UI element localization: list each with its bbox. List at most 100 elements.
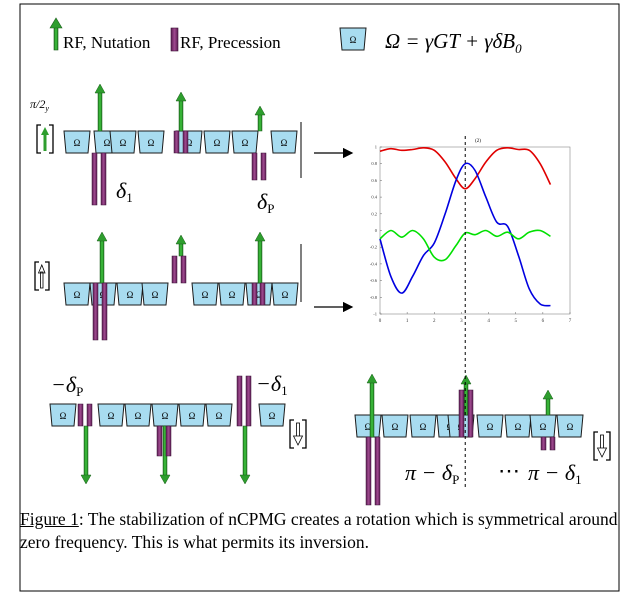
inset-y-tick-label: -0.4 [370,261,378,266]
arrow-shaft [178,242,184,257]
rf-nutation-arrow-icon [254,231,266,284]
rf-precession-bar-icon [91,152,98,206]
omega-box-symbol: Ω [60,411,67,421]
inset-x-tick-label: 6 [542,319,545,324]
inset-chart: 0 1 2 3 4 5 6 7 1 0.8 0.6 0.4 0.2 0 -0.2 -0.4 -0.6 -0.8 -1… [370,136,572,488]
arrow-shaft [369,381,375,438]
arrow-head [94,83,106,94]
rf-precession-bar-icon [182,130,189,154]
omega-box: Ω [178,403,206,427]
rf-precession-bar-icon [156,425,163,457]
omega-box-symbol: Ω [269,411,276,421]
omega-box-symbol: Ω [108,411,115,421]
inset-top-label: (2) [475,139,481,144]
inset-y-tick-label: 0.6 [371,178,377,183]
neg-delta-1-label: −δ1 [256,371,288,398]
omega-box-symbol: Ω [74,138,81,148]
omega-box: Ω [63,282,91,306]
pulse-label: π/2y [30,97,49,113]
omega-box: Ω [191,282,219,306]
omega-box-shape [258,403,286,427]
inset-x-tick-label: 7 [569,319,572,324]
omega-box-shape [556,414,584,438]
omega-box-shape [124,403,152,427]
inset-x-tick-label: 3 [460,319,463,324]
arrow-head [239,474,251,485]
rf-precession-bar-icon [251,152,258,181]
rf-precession-bar-icon [100,152,107,206]
arrow-head [254,105,266,116]
arrow-shaft [257,113,263,132]
omega-box: Ω [49,403,77,427]
omega-box-shape [271,282,299,306]
arrow-head [460,374,472,385]
omega-box-symbol: Ω [127,290,134,300]
omega-box: Ω [116,282,144,306]
omega-box: Ω [258,403,286,427]
omega-box-shape [63,282,91,306]
omega-box: Ω [409,414,437,438]
arrow-head [175,91,187,102]
rf-precession-bar-icon [92,282,99,341]
omega-box: Ω [231,130,259,154]
inset-y-tick-label: 0.8 [371,161,377,166]
bracket-left [36,124,41,154]
bracket-left [289,419,294,449]
inset-x-tick-label: 5 [514,319,517,324]
inset-y-tick-label: -0.2 [370,245,377,250]
omega-box: Ω [381,414,409,438]
rf-nutation-arrow-icon [366,373,378,438]
bracket-arrow-head [596,447,608,458]
arrow-shaft [97,91,103,132]
rf-precession-bar-icon [173,130,180,154]
arrow-head [80,474,92,485]
inset-y-tick-label: -1 [373,312,377,317]
legend-nutation-arrow-icon [49,17,63,51]
omega-box-symbol: Ω [392,422,399,432]
rf-precession-bar-icon [467,389,474,438]
omega-box-shape [109,130,137,154]
omega-box-shape [205,403,233,427]
omega-box-symbol: Ω [216,411,223,421]
legend-precession-label: RF, Precession [180,33,281,52]
pi-minus-delta-p-label: π − δP [405,460,459,487]
omega-box-symbol: Ω [162,411,169,421]
omega-box: Ω [151,403,179,427]
rf-precession-bar-icon [458,389,465,438]
omega-box: Ω [97,403,125,427]
omega-box-symbol: Ω [186,138,193,148]
rf-nutation-arrow-icon [239,425,251,485]
rf-precession-bar-icon [101,282,108,341]
omega-box: Ω [124,403,152,427]
neg-delta-p-label: −δP [51,372,83,399]
omega-box-symbol: Ω [420,422,427,432]
pulse-sequences: ΩΩΩΩΩΩΩΩΩΩΩΩΩΩΩΩΩΩΩΩΩΩΩΩΩΩΩΩΩΩΩΩ [34,83,611,506]
ellipsis-label: ⋯ [498,458,520,483]
bracket-arrow-shaft [600,434,604,450]
omega-box-shape [409,414,437,438]
omega-box-symbol: Ω [282,290,289,300]
legend-nutation-label: RF, Nutation [63,33,151,52]
omega-box-symbol: Ω [189,411,196,421]
delta-p-label: δP [257,189,274,216]
omega-box: Ω [556,414,584,438]
omega-box-shape [270,130,298,154]
omega-box: Ω [205,403,233,427]
omega-box: Ω [270,130,298,154]
omega-box: Ω [504,414,532,438]
omega-box-symbol: Ω [135,411,142,421]
arrow-head [175,234,187,245]
omega-box-symbol: Ω [214,138,221,148]
omega-box: Ω [354,414,382,438]
arrow-shaft [99,239,105,284]
omega-box-shape [504,414,532,438]
omega-box: Ω [137,130,165,154]
legend: RF, Nutation RF, Precession Ω Ω = γGT + … [49,17,522,56]
omega-box: Ω [141,282,169,306]
omega-box-symbol: Ω [256,290,263,300]
legend-omega-box-symbol: Ω [350,35,357,45]
legend-omega-box-icon: Ω [339,27,367,51]
bracket-left [593,431,598,461]
pi-minus-delta-1-label: π − δ1 [528,460,582,487]
